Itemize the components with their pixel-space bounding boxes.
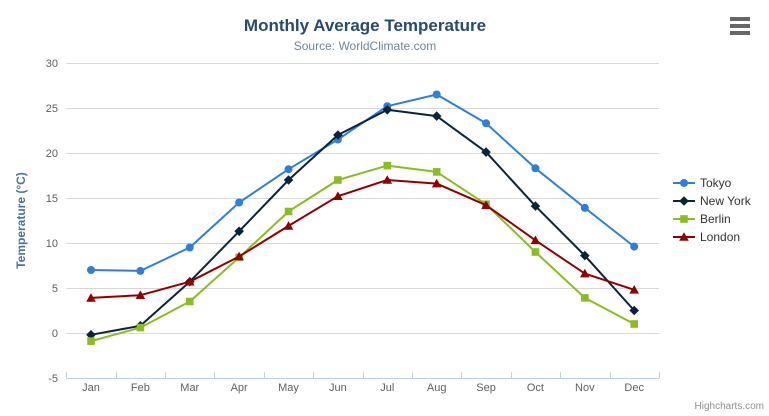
y-tick-label: 5 bbox=[52, 283, 58, 295]
series-line bbox=[89, 93, 636, 272]
data-point-marker bbox=[531, 164, 540, 173]
y-tick-label: 30 bbox=[46, 58, 58, 70]
data-point-marker bbox=[284, 165, 293, 174]
legend-marker-symbol bbox=[679, 196, 689, 206]
diamond-legend-marker-icon bbox=[673, 196, 695, 206]
legend-item-label: Berlin bbox=[700, 212, 731, 226]
data-point-marker bbox=[235, 198, 244, 207]
series-london[interactable] bbox=[86, 175, 640, 302]
data-point-marker bbox=[283, 221, 294, 230]
legend-marker-symbol bbox=[680, 215, 688, 223]
triangle-legend-marker-icon bbox=[673, 232, 695, 241]
legend-item-label: Tokyo bbox=[700, 176, 732, 190]
credits-link[interactable]: Highcharts.com bbox=[694, 401, 764, 412]
series-line bbox=[89, 179, 636, 299]
legend-item-tokyo[interactable]: Tokyo bbox=[673, 176, 751, 190]
series-tokyo[interactable] bbox=[86, 90, 639, 275]
data-point-marker bbox=[581, 294, 589, 302]
data-point-marker bbox=[234, 251, 244, 261]
data-point-marker bbox=[136, 323, 145, 332]
data-point-marker bbox=[333, 191, 343, 200]
legend-item-label: New York bbox=[700, 194, 751, 208]
y-tick-label: 10 bbox=[46, 238, 58, 250]
data-point-marker bbox=[382, 175, 393, 184]
legend-marker-symbol bbox=[679, 232, 689, 241]
data-point-marker bbox=[580, 268, 590, 278]
data-point-marker bbox=[531, 248, 540, 256]
data-point-marker bbox=[629, 305, 640, 316]
data-point-marker bbox=[431, 178, 442, 188]
hamburger-icon bbox=[730, 24, 750, 28]
data-point-marker bbox=[482, 119, 491, 128]
data-point-marker bbox=[333, 130, 343, 140]
series-line bbox=[89, 108, 636, 336]
data-point-marker bbox=[530, 201, 541, 211]
data-point-marker bbox=[87, 337, 95, 345]
chart-subtitle: Source: WorldClimate.com bbox=[293, 39, 437, 53]
legend-item-label: London bbox=[700, 230, 741, 244]
data-point-marker bbox=[284, 207, 293, 216]
chart-title: Monthly Average Temperature bbox=[243, 16, 487, 35]
legend-item-berlin[interactable]: Berlin bbox=[673, 212, 751, 226]
y-axis-title: Temperature (°C) bbox=[14, 172, 28, 269]
data-point-marker bbox=[481, 147, 491, 157]
data-point-marker bbox=[481, 200, 491, 209]
x-tick-label: Jun bbox=[329, 382, 347, 394]
y-tick-label: -5 bbox=[48, 373, 58, 385]
x-tick-label: Sep bbox=[476, 382, 496, 394]
data-point-marker bbox=[86, 266, 95, 274]
data-point-marker bbox=[234, 226, 244, 237]
legend-item-new-york[interactable]: New York bbox=[673, 194, 751, 208]
x-tick-label: Oct bbox=[527, 382, 544, 394]
y-tick-label: 25 bbox=[46, 103, 58, 115]
square-legend-marker-icon bbox=[673, 215, 695, 223]
y-tick-label: 20 bbox=[46, 148, 58, 160]
data-point-marker bbox=[629, 285, 640, 294]
data-point-marker bbox=[334, 176, 342, 184]
data-point-marker bbox=[135, 290, 146, 299]
data-point-marker bbox=[432, 90, 441, 99]
data-point-marker bbox=[431, 111, 442, 121]
data-point-marker bbox=[185, 243, 194, 252]
x-tick-label: Apr bbox=[231, 382, 248, 394]
series-new-york[interactable] bbox=[86, 105, 640, 340]
data-point-marker bbox=[580, 250, 590, 261]
x-tick-label: May bbox=[278, 382, 299, 394]
x-tick-label: Dec bbox=[624, 382, 644, 394]
data-point-marker bbox=[580, 203, 589, 212]
circle-legend-marker-icon bbox=[673, 179, 695, 187]
x-tick-label: Jan bbox=[82, 382, 100, 394]
data-point-marker bbox=[136, 266, 145, 275]
x-tick-label: Mar bbox=[180, 382, 199, 394]
y-tick-label: 0 bbox=[52, 328, 58, 340]
data-point-marker bbox=[86, 293, 96, 302]
data-point-marker bbox=[86, 330, 96, 340]
x-tick-label: Jul bbox=[380, 382, 394, 394]
data-point-marker bbox=[382, 105, 393, 115]
series-line bbox=[89, 164, 636, 343]
export-menu-button[interactable] bbox=[729, 17, 751, 37]
hamburger-icon bbox=[730, 31, 750, 35]
legend-marker-symbol bbox=[680, 179, 688, 187]
data-point-marker bbox=[184, 276, 195, 286]
data-point-marker bbox=[185, 297, 194, 306]
x-tick-label: Feb bbox=[131, 382, 150, 394]
legend-item-london[interactable]: London bbox=[673, 230, 751, 244]
hamburger-icon bbox=[730, 17, 750, 21]
x-tick-label: Nov bbox=[575, 382, 595, 394]
data-point-marker bbox=[630, 242, 639, 251]
data-point-marker bbox=[530, 235, 541, 245]
y-tick-label: 15 bbox=[46, 193, 58, 205]
data-point-marker bbox=[432, 168, 441, 176]
data-point-marker bbox=[383, 161, 392, 170]
data-point-marker bbox=[283, 175, 294, 185]
x-tick-label: Aug bbox=[427, 382, 447, 394]
data-point-marker bbox=[630, 320, 639, 328]
legend: Tokyo New York Berlin London bbox=[673, 176, 751, 244]
